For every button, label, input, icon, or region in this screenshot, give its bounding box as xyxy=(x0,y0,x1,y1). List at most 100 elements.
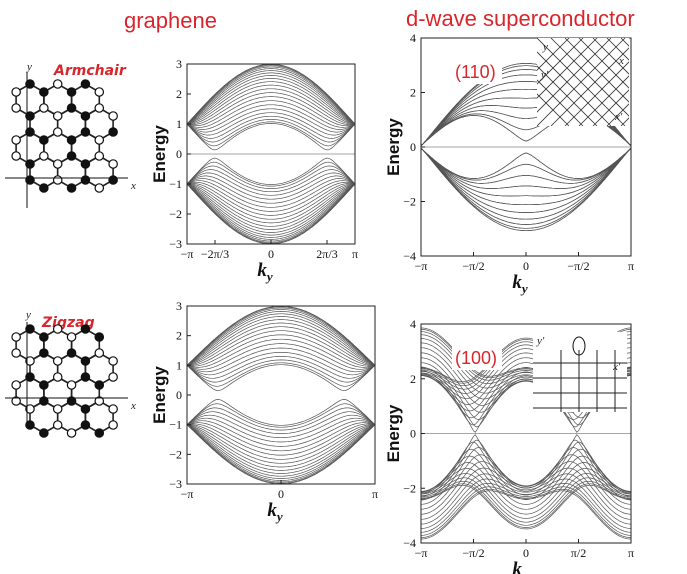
dwave-100-band-23 xyxy=(421,483,631,528)
lat-arm-atom xyxy=(108,111,118,121)
lat-zig-atom xyxy=(108,404,118,414)
graphene-zigzag-band-5 xyxy=(187,313,375,366)
graphene-zigzag-panel: 3 2 1 0 −1 −2 −3−π 0 π Energy ky xyxy=(150,299,378,524)
dwave-100-xtick-label: −π/2 xyxy=(462,546,484,560)
lat-zig-atom xyxy=(52,356,63,366)
dwave-100-ytick-label: 4 xyxy=(410,317,416,331)
graphene-armchair-band-10 xyxy=(187,84,355,125)
graphene-zigzag-band-38 xyxy=(187,403,375,428)
lat-arm-atom xyxy=(39,103,49,113)
graphene-armchair-ytick-label: 2 xyxy=(176,87,182,101)
graphene-zigzag-ytick-label: 3 xyxy=(176,299,182,313)
dwave-110-band-35 xyxy=(421,148,631,184)
dwave-110-xtick-label: −π/2 xyxy=(462,259,484,273)
graphene-zigzag-band-28 xyxy=(187,424,375,468)
dwave-110-band-42 xyxy=(421,148,631,229)
graphene-zigzag-band-14 xyxy=(187,347,375,373)
lat-zig-atom xyxy=(94,348,105,358)
inset-110-lattice-schematic: y x y' x' xyxy=(537,38,629,126)
lat-zig-atom xyxy=(80,372,91,382)
graphene-armchair-band-21 xyxy=(187,123,355,151)
lat-zig-atom xyxy=(66,348,77,358)
inset-top-grid-line xyxy=(606,38,629,61)
lat-zig-atom xyxy=(52,372,63,382)
lat-zig-atom xyxy=(66,396,77,406)
inset-top-grid-line xyxy=(537,93,570,126)
dwave-110-band-39 xyxy=(421,148,631,213)
inset-top-grid-line xyxy=(606,103,629,126)
dwave-100-band-22 xyxy=(421,484,631,530)
lat-arm-hexagon xyxy=(84,155,114,189)
graphene-armchair-band-12 xyxy=(187,92,355,125)
dwave-110-band-27 xyxy=(421,148,631,206)
lat-zig-atom xyxy=(66,428,77,438)
graphene-armchair-band-6 xyxy=(187,72,355,125)
inset-bot-axis-label: y' xyxy=(536,335,545,347)
lat-arm-atom xyxy=(80,175,91,185)
lat-zig-atom xyxy=(94,396,105,406)
inset-top-grid-line xyxy=(537,65,598,126)
graphene-zigzag-band-9 xyxy=(187,326,375,366)
graphene-armchair-band-43 xyxy=(187,157,355,185)
lat-arm-hexagon xyxy=(29,155,59,189)
lat-zig-atom xyxy=(25,420,35,430)
lat-zig-atom xyxy=(39,428,49,438)
graphene-zigzag-band-16 xyxy=(187,356,375,379)
lat-zig-atom xyxy=(108,372,118,382)
graphene-armchair-band-11 xyxy=(187,88,355,125)
graphene-armchair-band-18 xyxy=(187,115,355,139)
graphene-armchair-ytick-label: −3 xyxy=(169,237,182,251)
lat-arm-atom xyxy=(39,183,49,193)
lat-zig-atom xyxy=(52,324,63,334)
graphene-armchair-band-42 xyxy=(187,161,355,187)
lat-arm-atom xyxy=(80,159,91,169)
dwave-100-xtick-label: −π xyxy=(415,546,428,560)
graphene-zigzag-band-37 xyxy=(187,407,375,431)
dwave-100-xtick-label: π/2 xyxy=(571,546,586,560)
lat-zig-atom xyxy=(39,332,49,342)
dwave-110-xtick-label: −π/2 xyxy=(567,259,589,273)
graphene-armchair-band-39 xyxy=(187,172,355,196)
dwave-100-y-axis-label: Energy xyxy=(384,404,403,462)
lat-arm-atom xyxy=(11,135,21,145)
graphene-armchair-band-31 xyxy=(187,183,355,227)
inset-top-grid-line xyxy=(537,79,584,126)
dwave-110-band-24 xyxy=(421,148,631,225)
graphene-armchair-panel: 3 2 1 0 −1 −2 −3−π −2π/3 0 2π/3 π Energy ky xyxy=(150,57,358,284)
graphene-armchair-band-19 xyxy=(187,119,355,143)
dwave-110-ytick-label: 4 xyxy=(410,31,416,45)
graphene-zigzag-band-26 xyxy=(187,424,375,474)
inset-top-axis-label: y xyxy=(542,41,548,53)
graphene-zigzag-ytick-label: 2 xyxy=(176,329,182,343)
lat-zig-atom xyxy=(11,348,21,358)
lat-arm-atom xyxy=(94,103,105,113)
lat-arm-atom xyxy=(52,159,63,169)
armchair-x-axis-label: x xyxy=(130,180,136,192)
graphene-zigzag-x-axis-label: ky xyxy=(267,500,283,524)
lat-arm-atom xyxy=(25,79,35,89)
inset-100-lattice-schematic: y' x' xyxy=(533,332,627,412)
graphene-armchair-band-26 xyxy=(187,183,355,240)
inset-top-grid-line xyxy=(537,38,626,126)
dwave-110-panel: 4 2 0 −2 −4−π −π/2 0 −π/2 π Energy ky (110) xyxy=(384,31,634,296)
lat-arm-atom xyxy=(66,151,77,161)
lat-arm-atom xyxy=(80,79,91,89)
zigzag-lattice: Zigzag y x xyxy=(5,309,136,438)
graphene-zigzag-xtick-label: π xyxy=(372,487,378,501)
lat-arm-atom xyxy=(108,159,118,169)
lat-arm-atom xyxy=(108,175,118,185)
graphene-zigzag-band-23 xyxy=(187,424,375,481)
lat-zig-atom xyxy=(11,332,21,342)
lat-zig-atom xyxy=(25,324,35,334)
graphene-armchair-xtick-label: −π xyxy=(181,247,194,261)
graphene-zigzag-band-8 xyxy=(187,322,375,366)
graphene-zigzag-band-7 xyxy=(187,319,375,366)
graphene-header: graphene xyxy=(124,8,217,33)
dwave-110-band-22 xyxy=(421,148,631,232)
lat-zig-atom xyxy=(11,396,21,406)
lat-arm-atom xyxy=(39,135,49,145)
dwave-100-band-27 xyxy=(421,467,631,515)
dwave-110-band-28 xyxy=(421,148,631,197)
dwave-header: d-wave superconductor xyxy=(406,6,635,31)
graphene-armchair-x-axis-label: ky xyxy=(257,260,273,284)
